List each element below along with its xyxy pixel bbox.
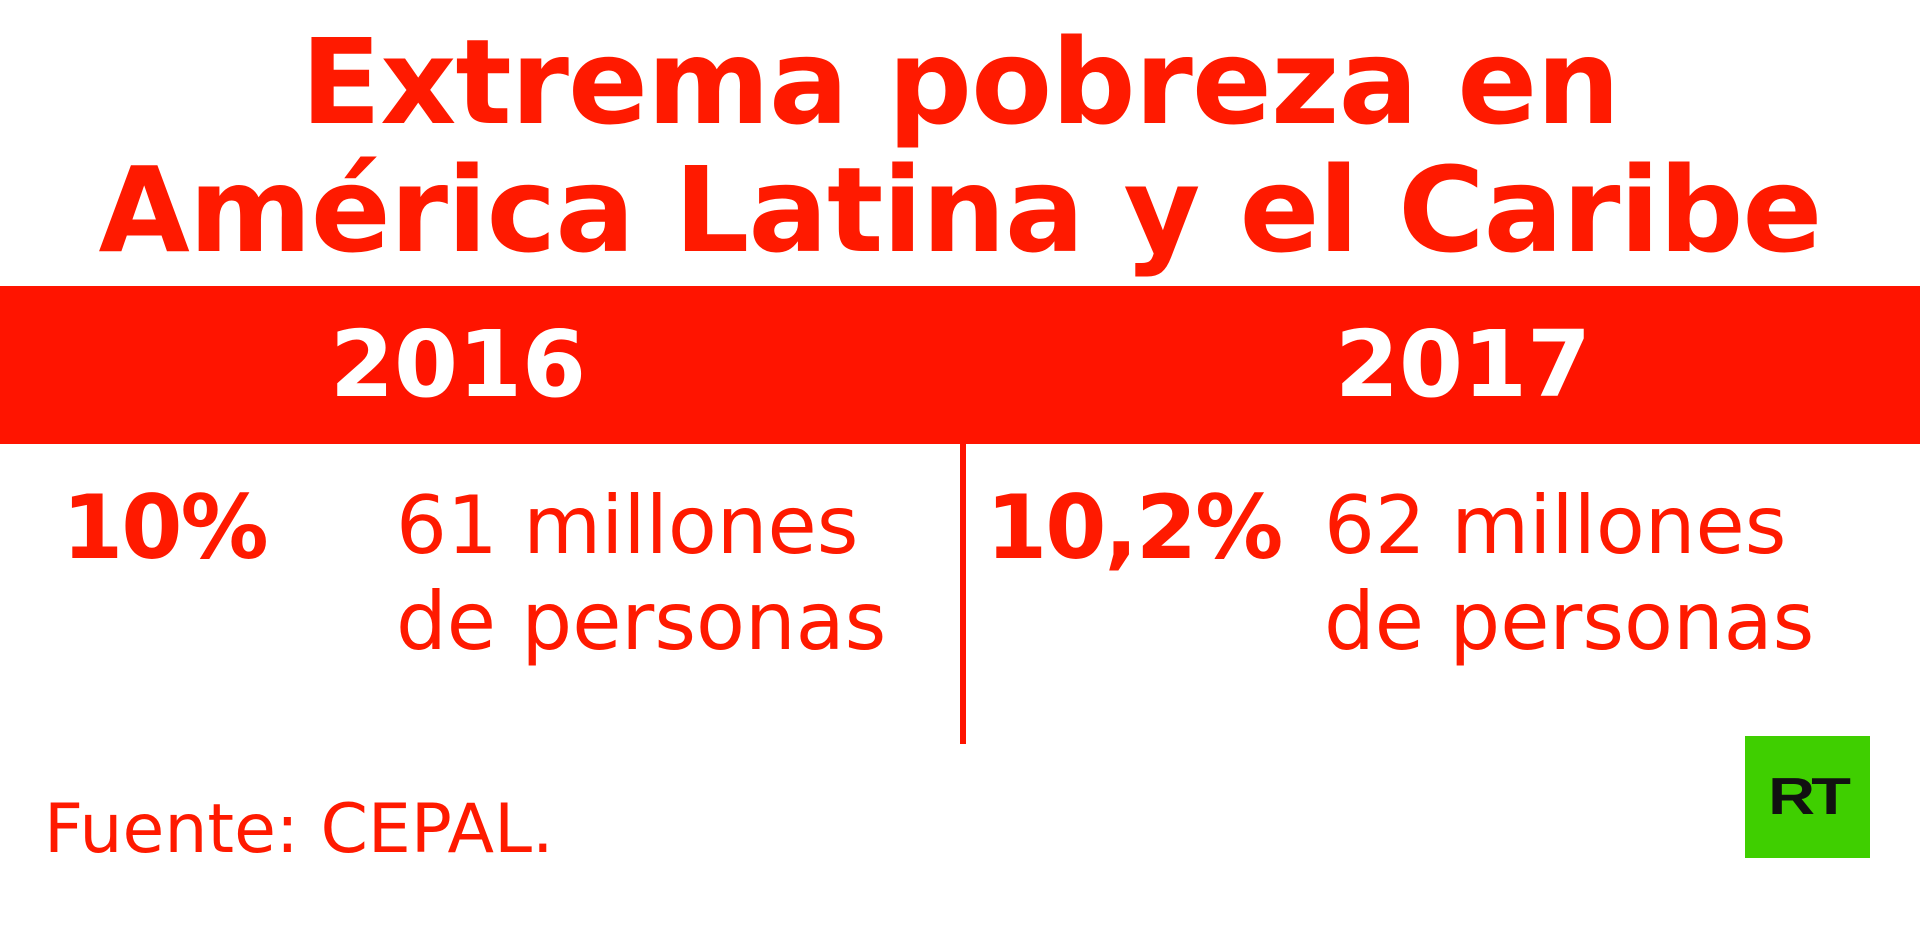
column-divider — [960, 444, 966, 744]
source-note: Fuente: CEPAL. — [44, 790, 554, 869]
people-count-2016-line-2: de personas — [396, 575, 887, 668]
page-title: Extrema pobreza en América Latina y el C… — [0, 18, 1920, 274]
people-count-2016-line-1: 61 millones — [396, 479, 859, 572]
people-count-2016: 61 millones de personas — [396, 478, 886, 670]
people-count-2017: 62 millones de personas — [1324, 478, 1814, 670]
year-label-2016: 2016 — [330, 311, 587, 418]
percent-2016: 10% — [62, 476, 269, 579]
people-count-2017-line-2: de personas — [1324, 575, 1815, 668]
title-line-1: Extrema pobreza en — [300, 13, 1621, 151]
title-line-2: América Latina y el Caribe — [98, 141, 1823, 279]
percent-2017: 10,2% — [986, 476, 1283, 579]
rt-logo-text: RT — [1767, 768, 1851, 826]
year-header-band — [0, 286, 1920, 444]
rt-logo: RT — [1745, 736, 1870, 858]
people-count-2017-line-1: 62 millones — [1324, 479, 1787, 572]
year-label-2017: 2017 — [1335, 311, 1592, 418]
